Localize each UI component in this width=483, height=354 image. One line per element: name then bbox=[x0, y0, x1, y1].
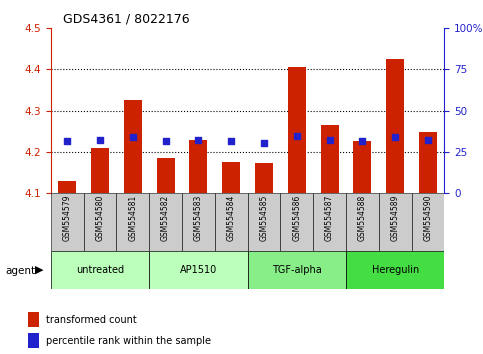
Bar bbox=[149, 251, 247, 289]
Bar bbox=[91, 148, 109, 193]
Point bbox=[162, 139, 170, 144]
Text: AP1510: AP1510 bbox=[180, 265, 217, 275]
Point bbox=[129, 135, 137, 140]
Text: Heregulin: Heregulin bbox=[371, 265, 419, 275]
Bar bbox=[379, 193, 412, 251]
Text: untreated: untreated bbox=[76, 265, 124, 275]
Bar bbox=[346, 251, 444, 289]
Bar bbox=[51, 193, 84, 251]
Text: percentile rank within the sample: percentile rank within the sample bbox=[46, 336, 211, 346]
Text: GSM554582: GSM554582 bbox=[161, 195, 170, 241]
Bar bbox=[149, 193, 182, 251]
Bar bbox=[28, 333, 40, 348]
Text: ▶: ▶ bbox=[35, 265, 44, 275]
Bar bbox=[124, 100, 142, 193]
Bar bbox=[321, 125, 339, 193]
Point bbox=[96, 137, 104, 143]
Bar bbox=[354, 142, 371, 193]
Bar bbox=[255, 163, 273, 193]
Point bbox=[260, 140, 268, 145]
Point bbox=[195, 137, 202, 143]
Bar bbox=[58, 181, 76, 193]
Bar bbox=[116, 193, 149, 251]
Bar bbox=[313, 193, 346, 251]
Point bbox=[227, 139, 235, 144]
Bar bbox=[84, 193, 116, 251]
Text: GSM554586: GSM554586 bbox=[292, 195, 301, 241]
Bar bbox=[247, 193, 280, 251]
Text: GSM554585: GSM554585 bbox=[259, 195, 269, 241]
Text: GSM554587: GSM554587 bbox=[325, 195, 334, 241]
Text: GSM554581: GSM554581 bbox=[128, 195, 137, 241]
Bar bbox=[346, 193, 379, 251]
Text: GSM554590: GSM554590 bbox=[424, 195, 432, 241]
Bar bbox=[156, 158, 174, 193]
Bar bbox=[182, 193, 215, 251]
Text: TGF-alpha: TGF-alpha bbox=[272, 265, 322, 275]
Point bbox=[424, 137, 432, 143]
Text: agent: agent bbox=[6, 266, 36, 276]
Text: GSM554580: GSM554580 bbox=[96, 195, 104, 241]
Text: GSM554584: GSM554584 bbox=[227, 195, 236, 241]
Text: GSM554588: GSM554588 bbox=[358, 195, 367, 241]
Text: GSM554589: GSM554589 bbox=[391, 195, 399, 241]
Bar bbox=[222, 162, 240, 193]
Bar bbox=[215, 193, 247, 251]
Text: GSM554583: GSM554583 bbox=[194, 195, 203, 241]
Point bbox=[391, 135, 399, 140]
Text: transformed count: transformed count bbox=[46, 315, 137, 325]
Bar bbox=[412, 193, 444, 251]
Bar bbox=[28, 312, 40, 327]
Bar bbox=[51, 251, 149, 289]
Text: GSM554579: GSM554579 bbox=[63, 195, 71, 241]
Point bbox=[63, 139, 71, 144]
Point bbox=[293, 133, 300, 139]
Text: GDS4361 / 8022176: GDS4361 / 8022176 bbox=[63, 12, 189, 25]
Bar bbox=[419, 132, 437, 193]
Bar bbox=[288, 67, 306, 193]
Point bbox=[358, 139, 366, 144]
Bar bbox=[280, 193, 313, 251]
Bar bbox=[247, 251, 346, 289]
Point bbox=[326, 137, 333, 143]
Bar bbox=[189, 140, 207, 193]
Bar bbox=[386, 59, 404, 193]
